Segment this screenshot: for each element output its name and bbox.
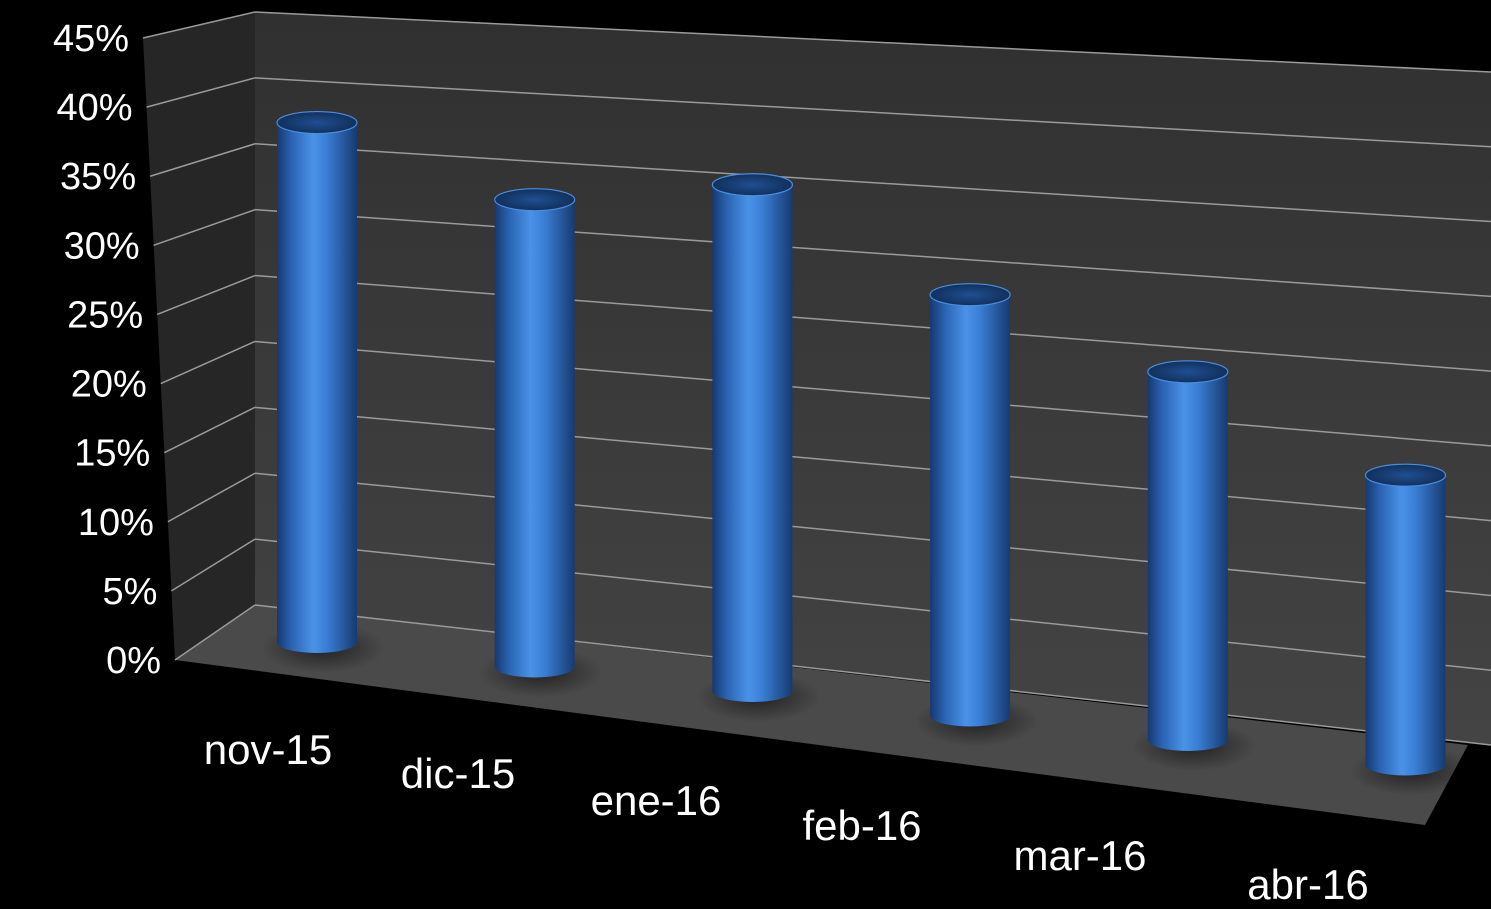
bar-body xyxy=(277,122,357,653)
y-tick-label: 20% xyxy=(71,364,147,406)
gridline-side xyxy=(171,538,256,592)
gridline xyxy=(167,472,1491,597)
y-axis: 0% 5% 10% 15% 20% 25% 30% 35% 40% 45% xyxy=(53,18,161,682)
gridline-side xyxy=(142,11,256,39)
gridline-back xyxy=(254,604,1491,746)
gridline-side xyxy=(167,472,256,523)
bar-body xyxy=(1147,371,1228,751)
gridline xyxy=(163,406,1491,522)
gridline-back xyxy=(254,274,1491,372)
gridline-back xyxy=(254,143,1491,223)
x-tick-label: mar-16 xyxy=(1013,832,1146,879)
bar-top xyxy=(1147,360,1229,384)
bar-body xyxy=(712,184,793,703)
gridline-back xyxy=(254,538,1491,671)
gridlines xyxy=(142,11,1491,746)
gridline-side xyxy=(156,274,256,316)
y-tick-label: 10% xyxy=(78,502,154,544)
gridline xyxy=(156,274,1491,372)
gridline-side xyxy=(153,208,256,247)
gridline-back xyxy=(254,340,1491,447)
bar-body xyxy=(494,199,575,678)
bar xyxy=(261,110,385,673)
y-tick-label: 30% xyxy=(64,225,140,267)
y-tick-label: 40% xyxy=(56,87,132,129)
gridline-side xyxy=(174,604,256,661)
x-tick-label: ene-16 xyxy=(591,777,722,824)
y-tick-label: 45% xyxy=(53,18,129,60)
gridline-back xyxy=(254,11,1491,73)
gridline xyxy=(142,11,1491,73)
gridline-back xyxy=(254,208,1491,298)
x-tick-label: nov-15 xyxy=(204,726,332,773)
gridline-side xyxy=(146,77,256,108)
gridline xyxy=(160,340,1491,447)
x-tick-label: dic-15 xyxy=(401,750,515,797)
bar-top xyxy=(276,110,358,135)
gridline-back xyxy=(254,472,1491,597)
y-tick-label: 35% xyxy=(60,156,136,198)
y-tick-label: 0% xyxy=(106,640,161,682)
y-tick-label: 5% xyxy=(103,571,158,613)
bar xyxy=(914,283,1039,747)
chart-side-wall xyxy=(143,12,255,660)
bar xyxy=(478,188,603,698)
x-tick-label: abr-16 xyxy=(1247,861,1368,908)
gridline-back xyxy=(254,406,1491,522)
gridline-back xyxy=(254,77,1491,148)
gridline xyxy=(153,208,1491,298)
y-tick-label: 25% xyxy=(67,294,143,336)
bar-body xyxy=(1365,475,1446,776)
bar xyxy=(1349,463,1474,796)
gridline-side xyxy=(160,340,256,385)
bar-top xyxy=(711,173,794,197)
bar-top xyxy=(494,188,576,212)
gridline xyxy=(149,143,1491,223)
bar-top xyxy=(929,283,1011,307)
y-tick-label: 15% xyxy=(74,433,150,475)
gridline xyxy=(171,538,1491,671)
gridline xyxy=(174,604,1491,746)
gridline-side xyxy=(149,143,256,177)
gridline xyxy=(146,77,1491,148)
bars xyxy=(261,110,1474,796)
x-tick-label: feb-16 xyxy=(802,802,921,849)
bar xyxy=(696,173,821,722)
category-labels: nov-15 dic-15 ene-16 feb-16 mar-16 abr-16 xyxy=(204,726,1369,908)
bar xyxy=(1131,360,1256,771)
bar-body xyxy=(930,294,1011,727)
gridline-side xyxy=(163,406,256,454)
bar-top xyxy=(1364,463,1447,487)
